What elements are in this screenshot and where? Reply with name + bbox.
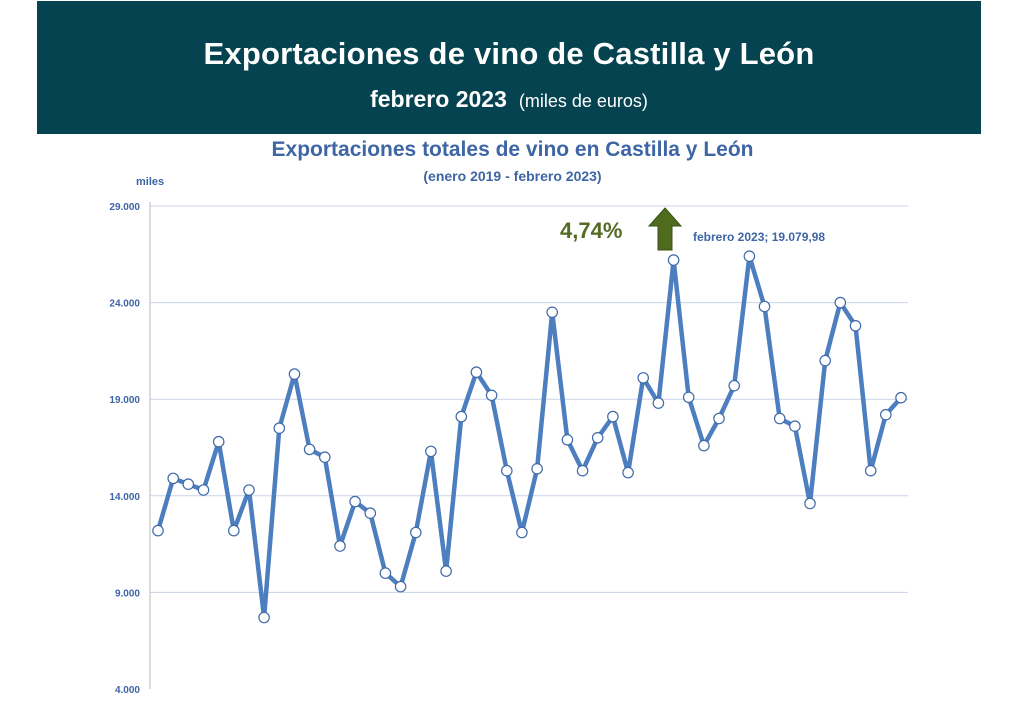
data-point <box>895 391 907 404</box>
data-point <box>228 524 240 537</box>
data-point <box>394 580 407 593</box>
data-point <box>864 464 877 477</box>
data-point <box>409 526 422 539</box>
growth-percent: 4,74% <box>560 218 623 243</box>
up-arrow-icon <box>648 207 682 251</box>
data-point <box>591 431 604 444</box>
y-axis-label: miles <box>136 176 165 188</box>
data-point <box>334 540 346 552</box>
data-point <box>758 300 771 313</box>
last-point-annotation: febrero 2023; 19.079,98 <box>693 230 826 244</box>
data-point <box>303 443 316 456</box>
y-tick-label: 9.000 <box>115 588 140 599</box>
page-subtitle: febrero 2023 (miles de euros) <box>37 86 981 113</box>
data-point <box>728 379 740 392</box>
data-point <box>273 422 286 434</box>
data-point <box>561 433 574 446</box>
data-point <box>743 250 756 263</box>
data-point <box>379 567 392 579</box>
period-label: febrero 2023 <box>370 86 507 112</box>
data-point <box>879 408 892 421</box>
unit-label: (miles de euros) <box>518 91 648 111</box>
data-point <box>152 524 164 537</box>
data-point <box>212 435 225 448</box>
page-title: Exportaciones de vino de Castilla y León <box>203 36 815 71</box>
data-point <box>440 565 452 577</box>
data-point <box>819 354 831 367</box>
data-point <box>637 372 649 384</box>
data-point <box>470 366 483 378</box>
data-point <box>258 611 270 624</box>
data-point <box>167 472 179 485</box>
data-point <box>804 497 816 510</box>
data-point <box>288 368 301 380</box>
data-point <box>652 397 665 409</box>
data-point <box>485 389 498 402</box>
data-point <box>849 319 862 332</box>
data-point <box>318 451 331 463</box>
y-tick-label: 24.000 <box>109 299 140 310</box>
data-point <box>622 466 634 479</box>
data-point <box>546 306 558 319</box>
data-point <box>425 445 437 458</box>
header-banner: Exportaciones de vino de Castilla y León… <box>37 1 981 134</box>
data-point <box>182 478 195 490</box>
y-tick-label: 29.000 <box>109 202 140 213</box>
data-point <box>364 507 377 519</box>
y-tick-label: 19.000 <box>109 395 140 406</box>
data-point <box>516 526 528 539</box>
data-point <box>834 296 847 309</box>
data-point <box>713 412 725 425</box>
data-point <box>698 439 710 452</box>
data-point <box>455 410 468 423</box>
series-line <box>155 253 904 620</box>
data-point <box>789 420 801 432</box>
chart-title: Exportaciones totales de vino en Castill… <box>271 138 754 161</box>
data-point <box>349 495 361 508</box>
y-tick-label: 4.000 <box>115 685 140 696</box>
data-point <box>773 412 786 425</box>
data-point <box>607 410 619 423</box>
data-point <box>243 484 255 496</box>
data-point <box>500 464 513 477</box>
y-tick-label: 14.000 <box>109 492 140 503</box>
data-point <box>197 484 210 496</box>
data-point <box>531 462 543 475</box>
data-point <box>667 254 680 266</box>
data-point <box>576 464 589 477</box>
data-point <box>682 391 695 404</box>
chart-subtitle: (enero 2019 - febrero 2023) <box>423 168 602 184</box>
